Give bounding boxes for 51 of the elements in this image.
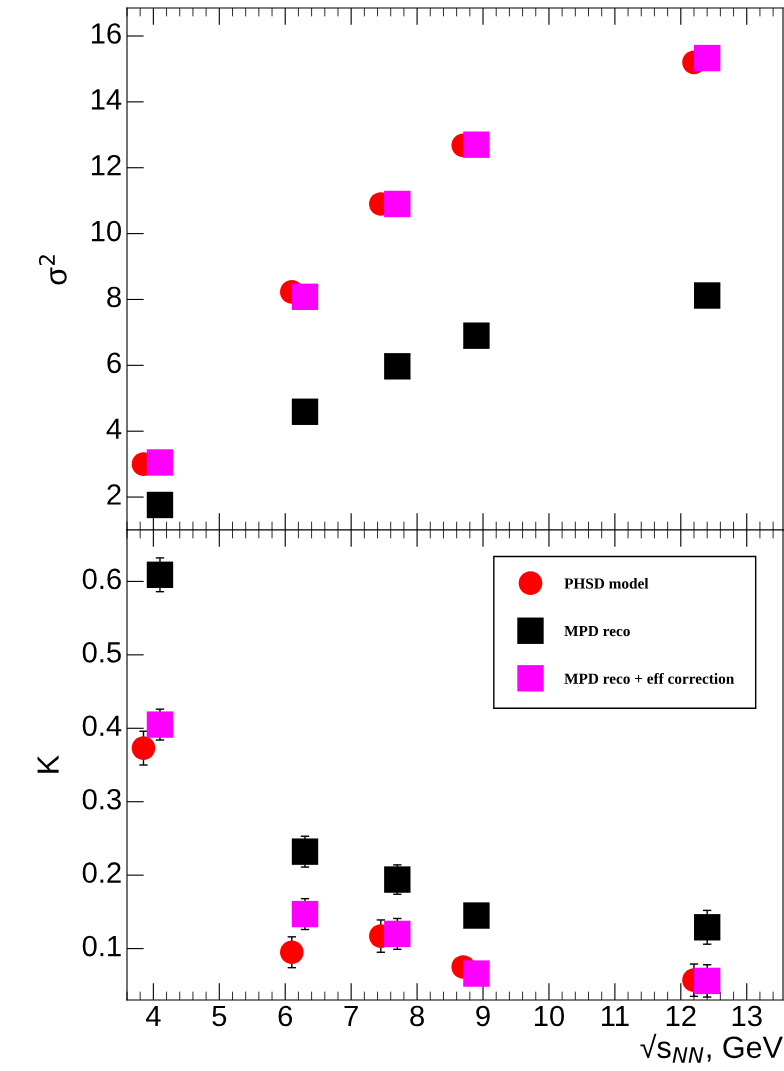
point: [384, 190, 411, 218]
point: [291, 283, 319, 311]
legend-label: MPD reco + eff correction: [564, 672, 735, 684]
x-tick-label: 8: [410, 1005, 424, 1027]
legend-label: MPD reco: [564, 626, 630, 637]
x-tick-label: 5: [212, 1005, 227, 1027]
y-tick-label: 4: [106, 418, 122, 439]
point: [146, 711, 174, 738]
y-tick-label: 6: [107, 352, 121, 374]
point: [463, 902, 490, 929]
point: [291, 838, 319, 865]
point: [280, 940, 304, 965]
point: [384, 353, 411, 380]
x-tick-label: 9: [476, 1005, 490, 1027]
point: [131, 736, 156, 760]
y-tick-label: 0.5: [82, 642, 121, 663]
y-tick-label: 0.2: [82, 862, 121, 883]
x-axis-title: √s$_{NN}$, GeV: [640, 1033, 783, 1063]
point: [384, 920, 411, 948]
y-tick-label: 12: [91, 154, 121, 176]
point: [463, 960, 490, 987]
y-tick-label: 10: [91, 220, 121, 242]
y-tick-label: 2: [107, 484, 121, 505]
point: [463, 131, 490, 158]
point: [693, 44, 721, 72]
y-tick-label: 8: [107, 286, 121, 308]
x-tick-label: 11: [601, 1005, 629, 1026]
y-axis-title: K: [37, 755, 59, 773]
point: [291, 900, 319, 928]
point: [146, 449, 174, 476]
point: [693, 914, 721, 941]
point: [463, 322, 490, 349]
y-axis-title: σ$^{2}$: [38, 255, 67, 285]
x-tick-label: 4: [145, 1005, 161, 1026]
x-tick-label: 10: [534, 1005, 565, 1027]
x-tick-label: 7: [344, 1005, 358, 1026]
x-tick-label: 12: [666, 1005, 696, 1026]
legend-label: PHSD model: [564, 577, 649, 589]
y-tick-label: 16: [91, 23, 121, 44]
x-tick-label: 6: [278, 1005, 293, 1027]
y-tick-label: 14: [91, 89, 122, 110]
point: [146, 561, 174, 588]
point: [146, 491, 174, 519]
point: [693, 282, 721, 309]
x-tick-label: 13: [732, 1005, 762, 1027]
y-tick-label: 0.4: [82, 715, 122, 737]
y-tick-label: 0.3: [82, 788, 121, 810]
y-tick-label: 0.1: [82, 935, 121, 957]
y-tick-label: 0.6: [82, 568, 121, 590]
point: [384, 866, 411, 893]
point: [291, 398, 319, 425]
